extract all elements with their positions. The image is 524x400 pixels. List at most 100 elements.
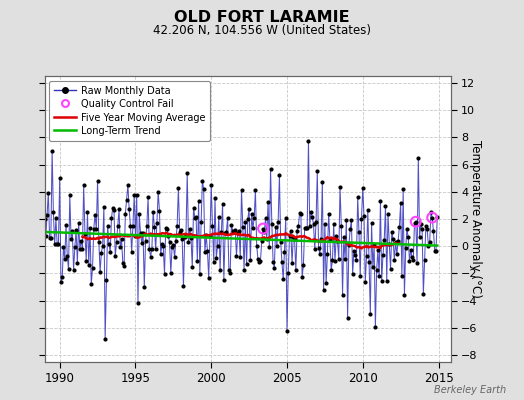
Point xyxy=(245,206,253,212)
Point xyxy=(275,172,283,179)
Point xyxy=(198,178,206,184)
Point xyxy=(260,229,268,236)
Text: OLD FORT LARAMIE: OLD FORT LARAMIE xyxy=(174,10,350,25)
Point xyxy=(207,182,215,188)
Point xyxy=(404,234,412,240)
Point xyxy=(423,226,431,233)
Point xyxy=(411,218,420,225)
Point xyxy=(62,221,70,228)
Point xyxy=(220,276,228,283)
Point xyxy=(177,227,185,233)
Point xyxy=(111,253,119,259)
Point xyxy=(293,228,301,235)
Point xyxy=(371,324,379,330)
Point xyxy=(114,223,122,229)
Point xyxy=(283,328,291,334)
Point xyxy=(170,254,179,260)
Point xyxy=(221,230,230,237)
Point xyxy=(96,269,104,275)
Point xyxy=(297,210,305,217)
Point xyxy=(318,178,326,185)
Point xyxy=(381,203,390,210)
Point xyxy=(75,246,84,252)
Point xyxy=(366,311,375,318)
Point xyxy=(232,253,241,259)
Point xyxy=(67,236,75,242)
Point xyxy=(174,184,182,191)
Point xyxy=(256,257,265,264)
Point xyxy=(43,212,51,218)
Point xyxy=(136,230,145,236)
Point xyxy=(228,228,237,234)
Point xyxy=(167,270,175,276)
Point xyxy=(331,258,339,264)
Point xyxy=(355,229,363,236)
Point xyxy=(237,187,246,194)
Point xyxy=(66,192,74,198)
Point xyxy=(246,257,255,264)
Point xyxy=(58,274,67,280)
Point xyxy=(63,253,71,260)
Point xyxy=(139,230,147,236)
Point xyxy=(281,215,290,221)
Point xyxy=(409,257,418,263)
Point xyxy=(259,225,267,232)
Point xyxy=(253,242,261,249)
Point xyxy=(168,244,176,250)
Point xyxy=(161,225,170,232)
Point xyxy=(140,284,148,290)
Point xyxy=(261,215,270,221)
Point xyxy=(259,225,267,232)
Point xyxy=(117,236,126,243)
Point xyxy=(424,242,433,249)
Point xyxy=(182,232,190,238)
Point xyxy=(210,258,218,265)
Point xyxy=(110,207,118,214)
Point xyxy=(347,217,356,223)
Point xyxy=(123,196,131,203)
Point xyxy=(46,235,54,241)
Point xyxy=(99,243,107,249)
Point xyxy=(390,256,399,263)
Point xyxy=(428,214,436,221)
Point xyxy=(309,221,318,228)
Point xyxy=(102,276,111,283)
Point xyxy=(213,243,222,250)
Point xyxy=(389,236,397,242)
Point xyxy=(212,255,221,261)
Point xyxy=(420,256,429,263)
Point xyxy=(284,270,292,276)
Point xyxy=(155,208,163,214)
Point xyxy=(134,300,142,306)
Point xyxy=(112,239,121,246)
Point xyxy=(413,260,421,266)
Point xyxy=(279,276,287,283)
Point xyxy=(202,232,210,238)
Point xyxy=(341,256,350,263)
Point xyxy=(427,209,435,216)
Point xyxy=(354,194,362,200)
Point xyxy=(80,182,88,188)
Point xyxy=(61,256,69,262)
Point xyxy=(188,264,196,270)
Point xyxy=(204,274,213,281)
Point xyxy=(209,222,217,229)
Point xyxy=(274,218,282,225)
Point xyxy=(130,192,138,198)
Point xyxy=(298,273,307,280)
Point xyxy=(54,241,63,248)
Point xyxy=(52,215,60,222)
Point xyxy=(222,228,231,235)
Point xyxy=(388,229,396,235)
Point xyxy=(216,267,224,273)
Point xyxy=(107,215,116,222)
Point xyxy=(360,213,368,220)
Point xyxy=(108,204,117,211)
Point xyxy=(148,246,156,252)
Point xyxy=(363,252,371,259)
Point xyxy=(308,213,316,220)
Point xyxy=(194,198,203,204)
Point xyxy=(428,214,436,221)
Point xyxy=(92,226,101,232)
Point xyxy=(324,210,333,217)
